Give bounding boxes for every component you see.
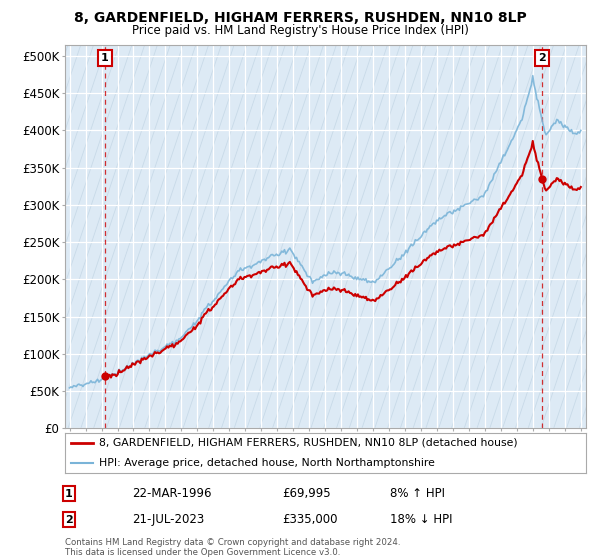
- Text: 8% ↑ HPI: 8% ↑ HPI: [390, 487, 445, 501]
- Text: 2: 2: [538, 53, 545, 63]
- Text: Price paid vs. HM Land Registry's House Price Index (HPI): Price paid vs. HM Land Registry's House …: [131, 24, 469, 36]
- Text: £69,995: £69,995: [282, 487, 331, 501]
- Text: 2: 2: [65, 515, 73, 525]
- Text: 1: 1: [101, 53, 109, 63]
- Text: 21-JUL-2023: 21-JUL-2023: [132, 513, 204, 526]
- Text: Contains HM Land Registry data © Crown copyright and database right 2024.
This d: Contains HM Land Registry data © Crown c…: [65, 538, 400, 557]
- Text: £335,000: £335,000: [282, 513, 337, 526]
- Text: 18% ↓ HPI: 18% ↓ HPI: [390, 513, 452, 526]
- Text: HPI: Average price, detached house, North Northamptonshire: HPI: Average price, detached house, Nort…: [98, 458, 434, 468]
- Text: 22-MAR-1996: 22-MAR-1996: [132, 487, 212, 501]
- Text: 8, GARDENFIELD, HIGHAM FERRERS, RUSHDEN, NN10 8LP: 8, GARDENFIELD, HIGHAM FERRERS, RUSHDEN,…: [74, 11, 526, 25]
- Text: 8, GARDENFIELD, HIGHAM FERRERS, RUSHDEN, NN10 8LP (detached house): 8, GARDENFIELD, HIGHAM FERRERS, RUSHDEN,…: [98, 438, 517, 448]
- Text: 1: 1: [65, 489, 73, 499]
